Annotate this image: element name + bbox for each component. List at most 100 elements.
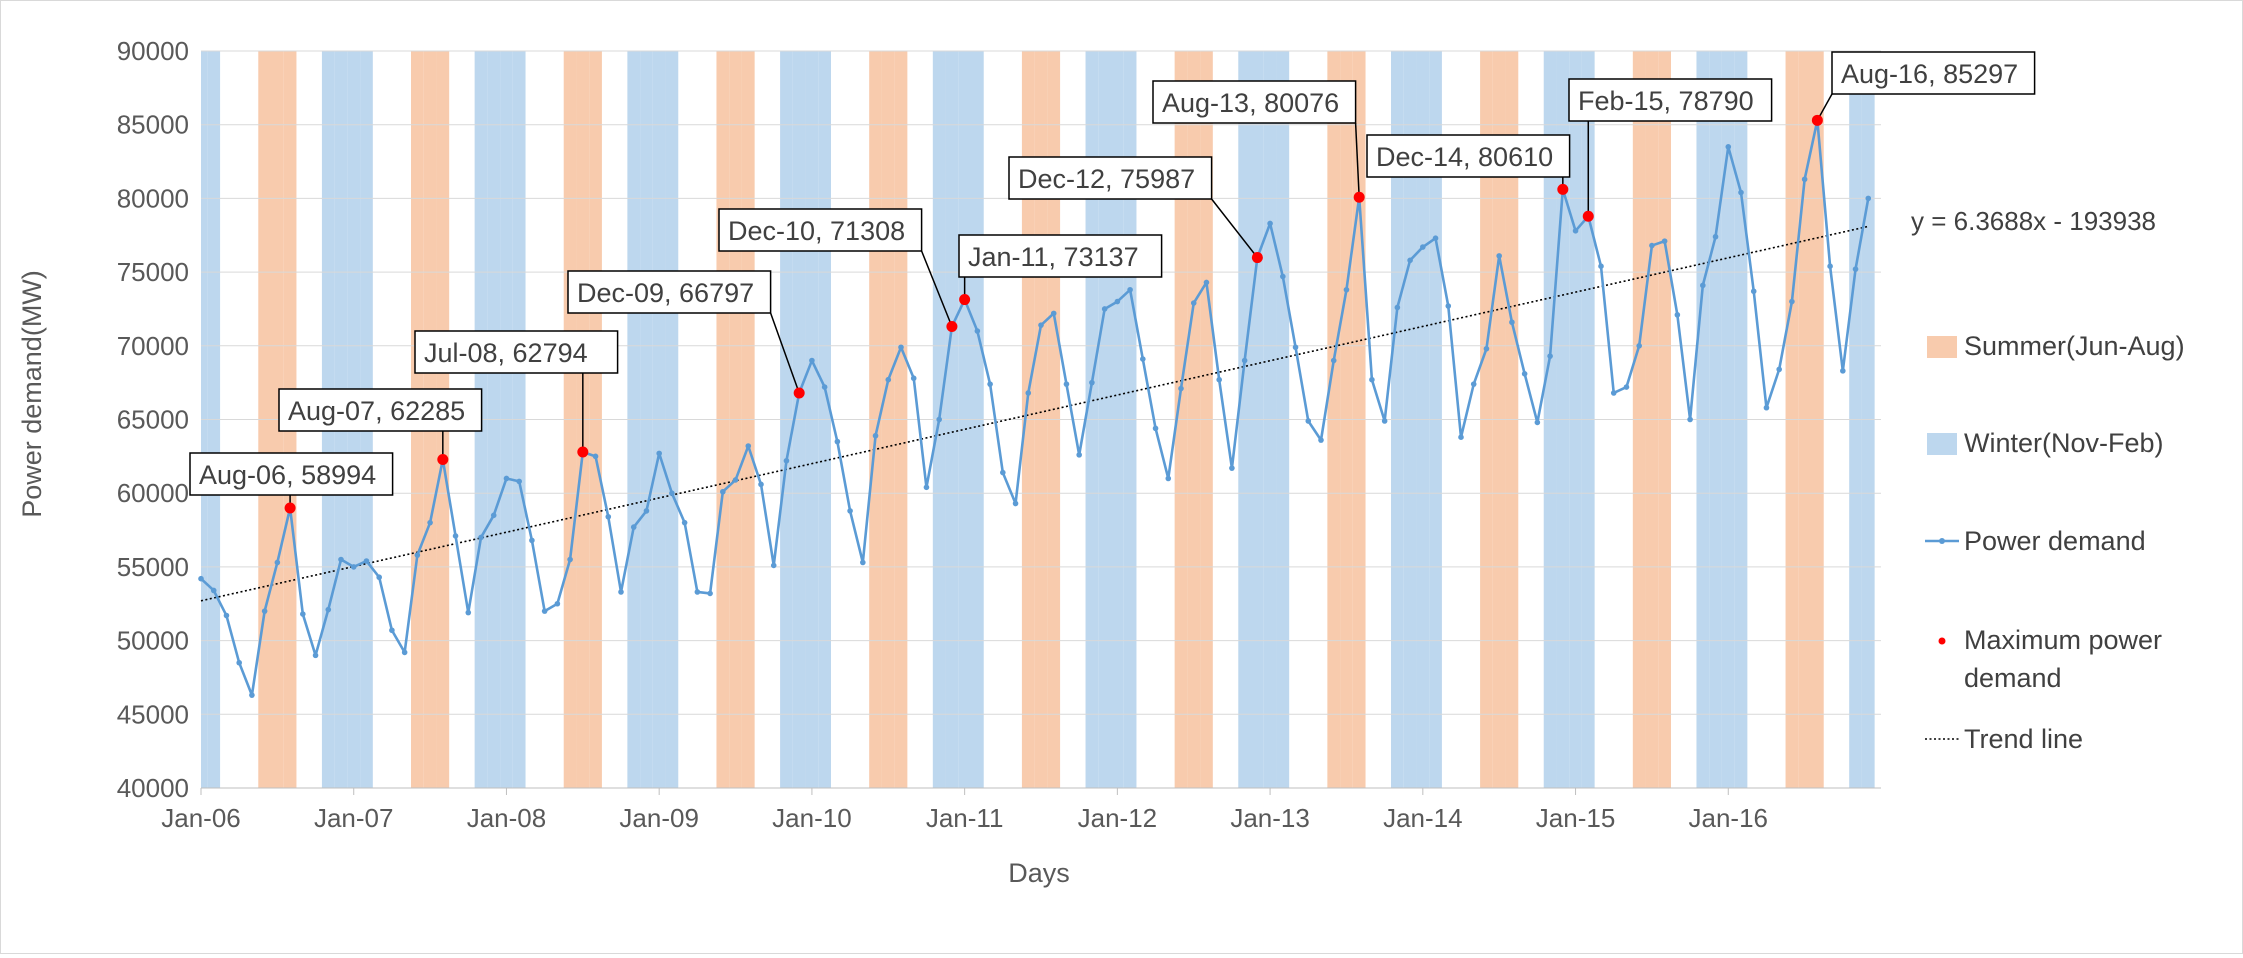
- data-point: [338, 556, 344, 563]
- data-point: [249, 692, 255, 698]
- data-point: [910, 375, 917, 382]
- x-tick-label: Jan-14: [1383, 803, 1463, 833]
- data-point: [1763, 404, 1770, 411]
- data-point: [490, 512, 497, 519]
- callout-box: [189, 452, 394, 496]
- data-point: [745, 443, 752, 449]
- data-point: [1432, 235, 1439, 241]
- data-point: [1025, 390, 1032, 396]
- legend-power-marker: [1939, 538, 1945, 544]
- y-tick-label: 85000: [117, 110, 189, 140]
- data-point: [1063, 381, 1070, 387]
- data-point: [643, 508, 650, 514]
- data-point: [529, 537, 535, 544]
- data-point: [783, 457, 790, 464]
- y-tick-label: 80000: [117, 183, 189, 213]
- legend-power-label: Power demand: [1964, 526, 2146, 556]
- data-point: [860, 559, 866, 566]
- data-point: [758, 481, 764, 488]
- data-point: [1827, 263, 1833, 270]
- max-demand-point: [577, 446, 589, 458]
- data-point: [834, 438, 841, 445]
- data-point: [1114, 298, 1121, 305]
- data-point: [936, 416, 942, 423]
- data-point: [1292, 344, 1299, 351]
- callout-box: [278, 388, 483, 432]
- max-demand-point: [793, 387, 805, 399]
- max-demand-point: [1353, 191, 1365, 203]
- callout-leader: [1354, 122, 1360, 198]
- data-point: [1534, 419, 1541, 426]
- data-point: [1267, 220, 1273, 227]
- y-tick-label: 75000: [117, 257, 189, 287]
- data-point: [1343, 286, 1350, 293]
- x-tick-label: Jan-06: [161, 803, 241, 833]
- callout-box: [1008, 156, 1213, 200]
- data-point: [1623, 384, 1630, 390]
- data-point: [1127, 286, 1133, 293]
- y-axis-ticks: 40000 45000 50000 55000 60000 65000 70000 75000…: [117, 36, 189, 803]
- data-point: [592, 453, 599, 460]
- data-point: [1280, 273, 1286, 280]
- data-point: [1229, 465, 1235, 471]
- data-point: [261, 608, 268, 614]
- data-point: [1661, 238, 1668, 244]
- data-point: [1687, 416, 1693, 423]
- legend-trend-label: Trend line: [1964, 724, 2083, 754]
- data-point: [1216, 376, 1222, 383]
- data-point: [223, 612, 230, 619]
- callout-label: Aug-16, 85297: [1841, 59, 2018, 89]
- data-point: [809, 357, 815, 364]
- data-point: [300, 611, 306, 617]
- max-demand-point: [1582, 210, 1594, 222]
- callout-box: [1152, 80, 1357, 124]
- x-axis-ticks: Jan-06 Jan-07 Jan-08 Jan-09 Jan-10 Jan-11 Jan-…: [161, 788, 1768, 833]
- legend: Summer(Jun-Aug) Winter(Nov-Feb) Power dema…: [1925, 331, 2185, 754]
- data-point: [350, 564, 357, 570]
- y-tick-label: 70000: [117, 331, 189, 361]
- data-point: [987, 381, 993, 387]
- callout-box: [718, 208, 923, 252]
- max-demand-point: [1251, 252, 1263, 264]
- data-point: [389, 627, 395, 634]
- data-point: [1420, 244, 1426, 250]
- data-point: [465, 609, 472, 616]
- max-demand-point: [437, 454, 449, 466]
- data-point: [1636, 343, 1642, 349]
- legend-summer-label: Summer(Jun-Aug): [1964, 331, 2185, 361]
- data-point: [1165, 475, 1172, 482]
- data-point: [707, 590, 713, 597]
- data-point: [630, 524, 637, 530]
- callout-leader: [920, 250, 953, 327]
- legend-summer-swatch: [1927, 336, 1957, 358]
- data-point: [770, 562, 777, 569]
- data-point: [1407, 257, 1413, 264]
- data-point: [274, 559, 281, 566]
- callout-label: Dec-10, 71308: [728, 216, 905, 246]
- y-tick-label: 40000: [117, 773, 189, 803]
- x-axis-label: Days: [1008, 858, 1070, 888]
- data-point: [1190, 300, 1197, 306]
- data-point: [325, 606, 332, 613]
- callout-box: [1366, 134, 1571, 178]
- data-point: [312, 652, 319, 659]
- data-point: [198, 575, 204, 582]
- y-tick-label: 45000: [117, 699, 189, 729]
- data-point: [1840, 368, 1846, 374]
- data-point: [1000, 469, 1006, 476]
- data-point: [1496, 253, 1502, 259]
- callout-label: Aug-13, 80076: [1162, 88, 1339, 118]
- data-point: [1674, 312, 1681, 318]
- data-point: [1369, 376, 1375, 383]
- x-tick-label: Jan-07: [314, 803, 394, 833]
- data-point: [1865, 195, 1872, 202]
- data-point: [1089, 379, 1095, 386]
- data-point: [821, 384, 828, 390]
- max-demand-point: [284, 502, 296, 514]
- max-demand-point: [1811, 114, 1823, 126]
- data-point: [605, 513, 612, 520]
- data-point: [1852, 266, 1859, 272]
- callout-box: [1568, 78, 1773, 122]
- data-point: [516, 478, 522, 485]
